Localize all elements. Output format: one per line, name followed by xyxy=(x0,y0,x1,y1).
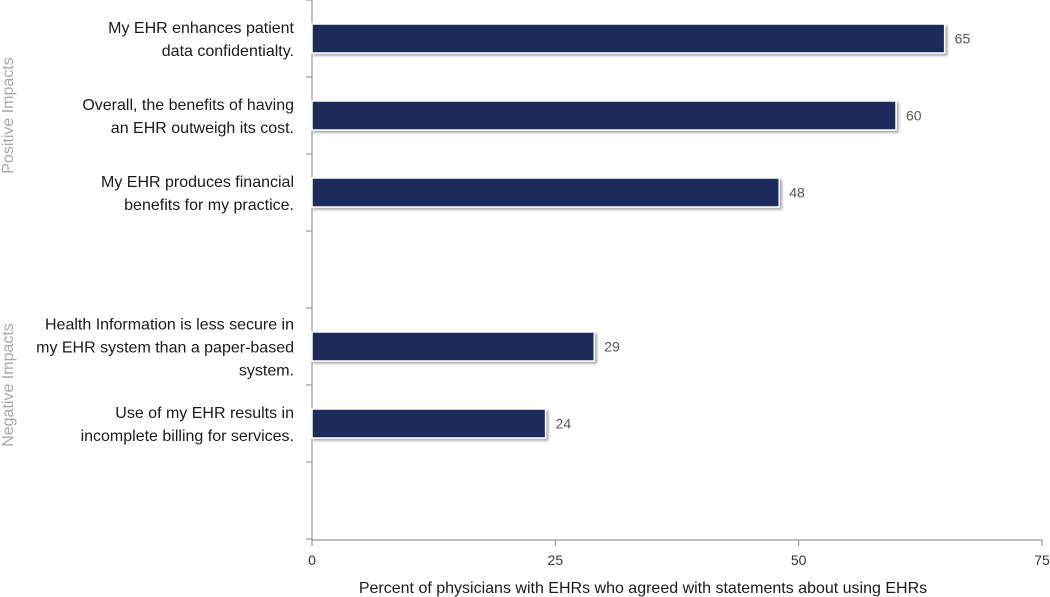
category-label: My EHR produces financial benefits for my… xyxy=(101,174,294,214)
bars: 65 60 48 29 24 xyxy=(311,23,971,439)
bar-value-label: 65 xyxy=(955,31,971,47)
group-label: Negative Impacts xyxy=(0,323,17,447)
bar-value-label: 60 xyxy=(906,108,922,124)
bar xyxy=(311,331,596,362)
category-label: Overall, the benefits of having an EHR ou… xyxy=(82,97,294,137)
bar xyxy=(311,408,547,439)
category-label: Health Information is less secure in my E… xyxy=(36,317,294,380)
bar-value-label: 48 xyxy=(789,185,805,201)
x-tick-label: 0 xyxy=(308,552,316,568)
bar-value-label: 29 xyxy=(604,339,620,355)
category-labels: My EHR enhances patient data confidential… xyxy=(0,20,295,447)
bar-value-label: 24 xyxy=(556,416,572,432)
axes: 0 25 50 75 xyxy=(306,0,1050,568)
x-axis-title: Percent of physicians with EHRs who agre… xyxy=(359,580,927,597)
x-tick-label: 50 xyxy=(791,552,807,568)
bar xyxy=(311,23,946,54)
x-tick-label: 25 xyxy=(548,552,564,568)
category-label: Use of my EHR results in incomplete billi… xyxy=(81,405,294,445)
bar xyxy=(311,100,897,131)
bar xyxy=(311,177,780,208)
group-label: Positive Impacts xyxy=(0,57,17,173)
category-label: My EHR enhances patient data confidential… xyxy=(108,20,294,60)
x-tick-label: 75 xyxy=(1034,552,1050,568)
